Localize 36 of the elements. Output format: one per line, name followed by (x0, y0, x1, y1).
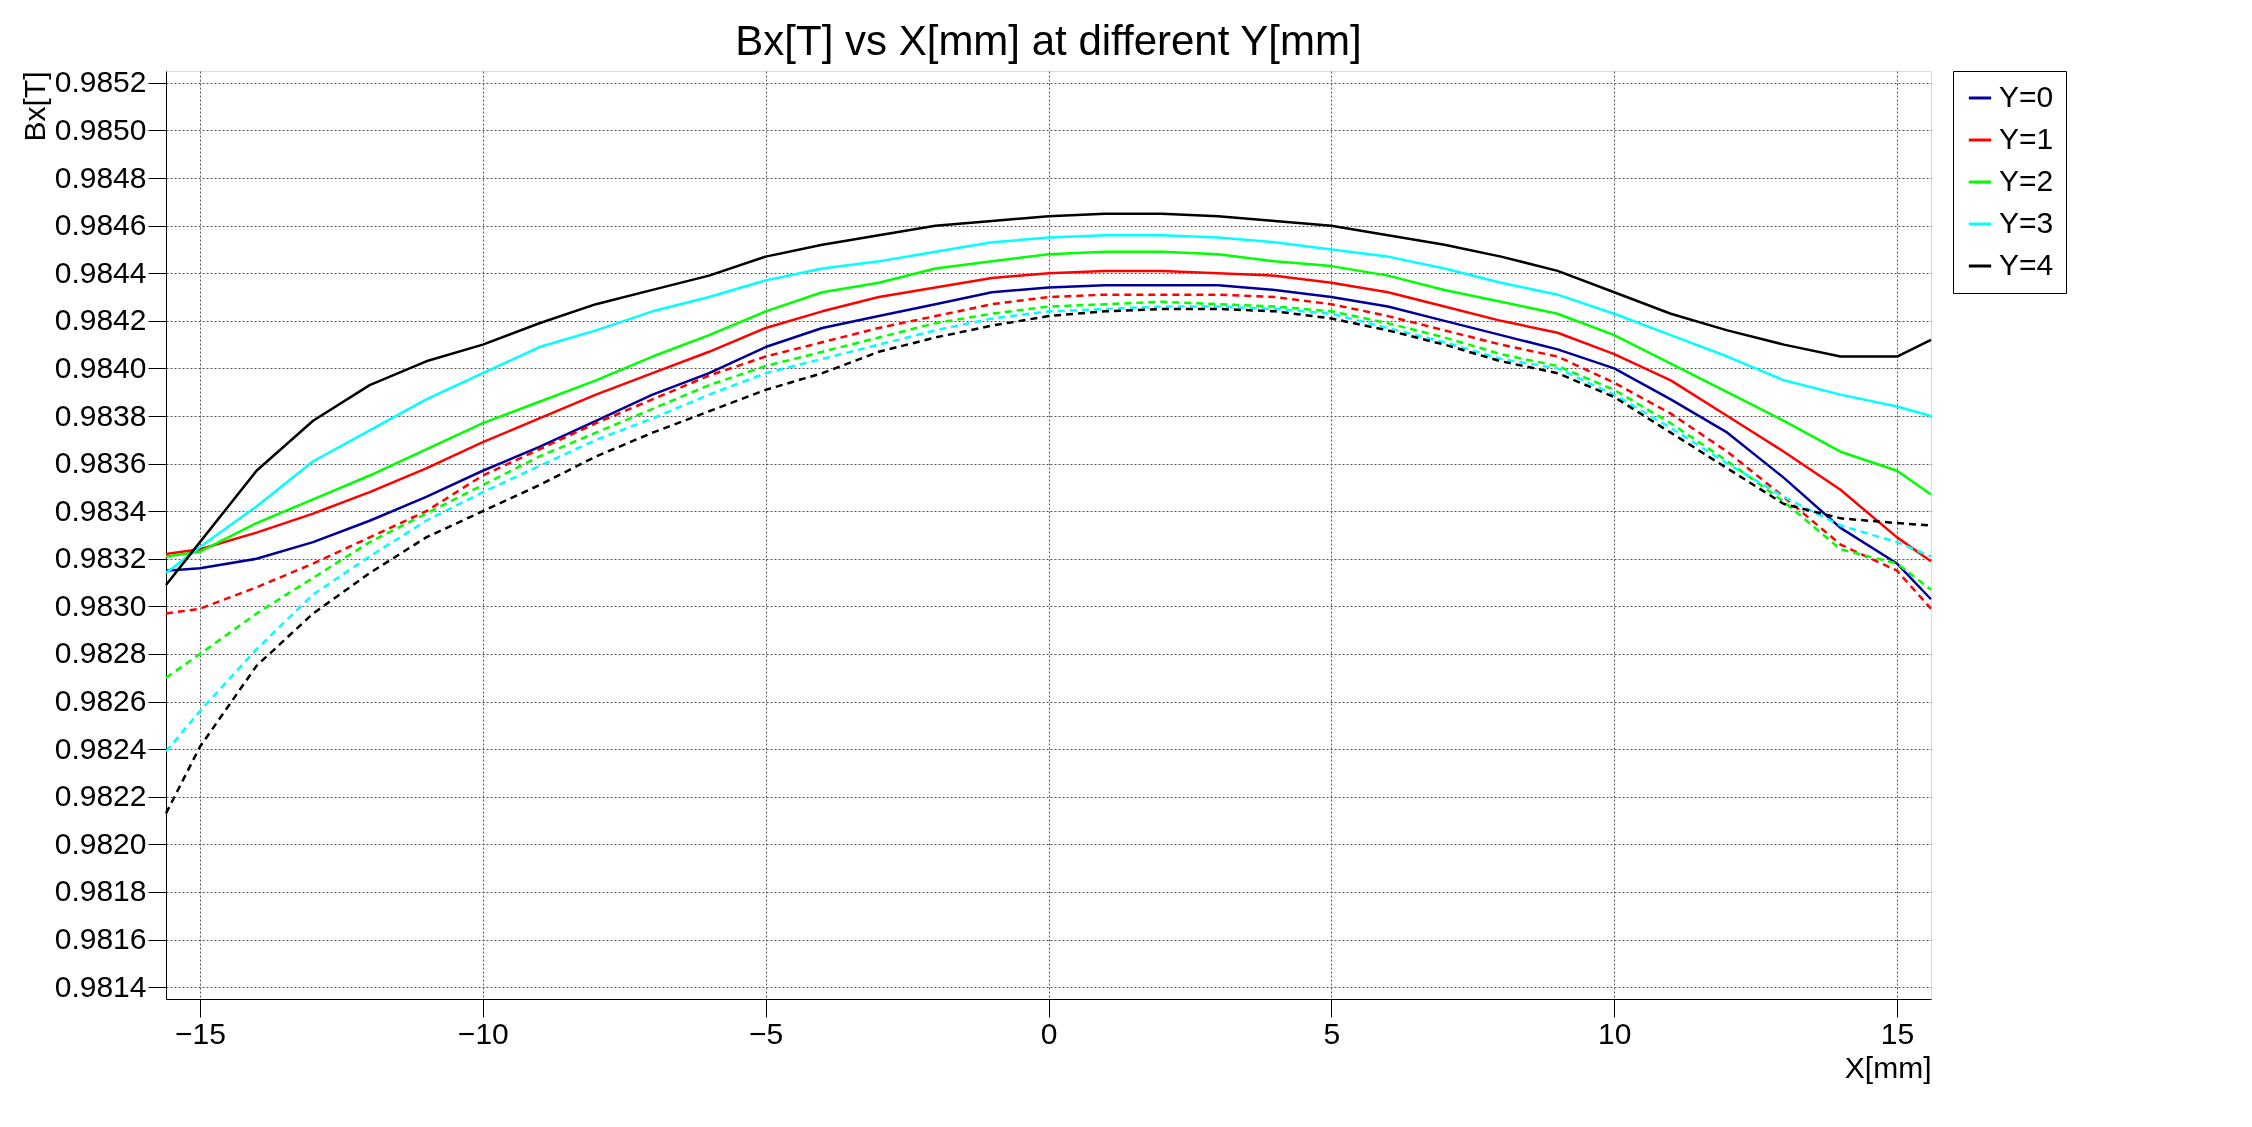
y-tick-label: 0.9820 (54, 826, 147, 860)
y-tick-label: 0.9842 (54, 303, 147, 337)
y-tick-label: 0.9828 (54, 636, 147, 670)
y-tick-label: 0.9836 (54, 446, 147, 480)
legend-label: Y=3 (1999, 206, 2054, 239)
x-tick-label: 10 (1598, 1016, 1632, 1050)
line-series (164, 300, 1933, 680)
chart-title: Bx[T] vs X[mm] at different Y[mm] (735, 16, 1362, 64)
x-tick-label: −15 (175, 1016, 226, 1050)
y-tick-label: 0.9852 (54, 65, 147, 99)
x-tick-label: 15 (1880, 1016, 1915, 1050)
y-tick-label: 0.9832 (54, 541, 147, 575)
y-tick-label: 0.9838 (54, 398, 147, 432)
y-tick-label: 0.9824 (54, 731, 147, 765)
legend-label: Y=1 (1999, 122, 2054, 155)
y-tick-label: 0.9814 (54, 969, 147, 1003)
x-tick-label: −10 (457, 1016, 509, 1050)
y-tick-label: 0.9846 (54, 208, 147, 242)
y-tick-label: 0.9848 (54, 160, 147, 194)
y-tick-label: 0.9830 (54, 588, 147, 622)
y-tick-label: 0.9822 (54, 779, 147, 813)
x-tick-label: 0 (1040, 1016, 1058, 1050)
x-tick-label: 5 (1323, 1016, 1341, 1050)
x-axis-title: X[mm] (1844, 1050, 1932, 1084)
y-tick-label: 0.9850 (54, 112, 147, 146)
y-tick-label: 0.9816 (54, 922, 147, 956)
y-tick-label: 0.9826 (54, 684, 147, 718)
y-axis-title: Bx[T] (17, 71, 51, 142)
y-tick-label: 0.9818 (54, 874, 147, 908)
y-tick-label: 0.9840 (54, 350, 147, 384)
legend-label: Y=4 (1999, 248, 2054, 281)
legend-label: Y=2 (1999, 164, 2054, 197)
legend-label: Y=0 (1999, 80, 2054, 113)
y-tick-label: 0.9834 (54, 493, 147, 527)
x-tick-label: −5 (749, 1016, 784, 1050)
y-tick-label: 0.9844 (54, 255, 147, 289)
